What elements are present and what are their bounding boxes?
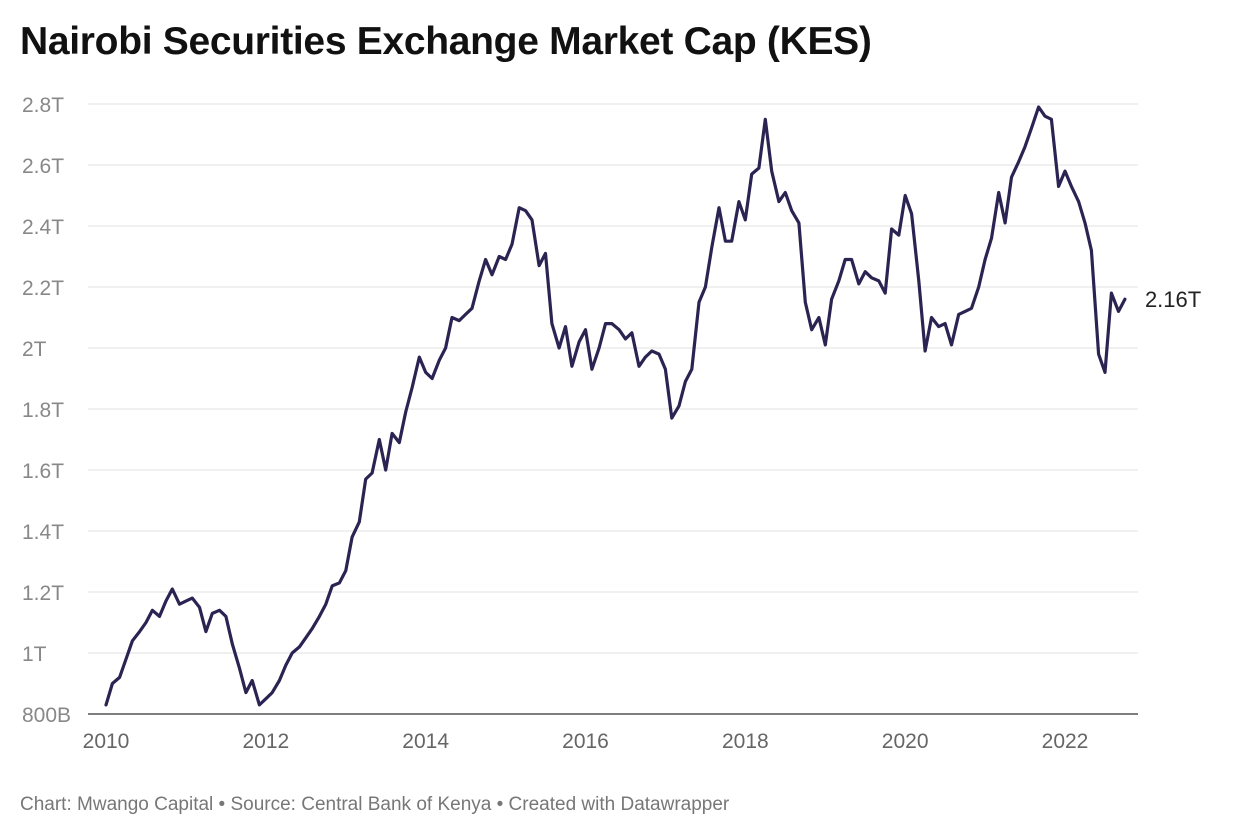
y-tick-label: 2.2T bbox=[22, 277, 64, 300]
y-tick-label: 1.4T bbox=[22, 521, 64, 544]
x-tick-label: 2020 bbox=[882, 730, 929, 753]
x-tick-label: 2022 bbox=[1042, 730, 1089, 753]
y-tick-label: 2.4T bbox=[22, 216, 64, 239]
y-tick-label: 2.6T bbox=[22, 155, 64, 178]
x-tick-label: 2014 bbox=[402, 730, 449, 753]
x-tick-label: 2016 bbox=[562, 730, 609, 753]
y-tick-label: 800B bbox=[22, 704, 71, 727]
chart-footer: Chart: Mwango Capital • Source: Central … bbox=[20, 794, 730, 815]
x-tick-label: 2018 bbox=[722, 730, 769, 753]
end-value-label: 2.16T bbox=[1145, 287, 1201, 312]
y-axis-ticks: 800B 1T 1.2T 1.4T 1.6T 1.8T 2T 2.2T 2.4T 2.6T 2.8T bbox=[22, 94, 71, 727]
y-tick-label: 2T bbox=[22, 338, 47, 361]
gridlines bbox=[88, 103, 1138, 715]
y-tick-label: 1T bbox=[22, 643, 47, 666]
y-tick-label: 2.8T bbox=[22, 94, 64, 117]
chart-title: Nairobi Securities Exchange Market Cap (… bbox=[20, 20, 872, 63]
x-tick-label: 2010 bbox=[83, 730, 130, 753]
y-tick-label: 1.2T bbox=[22, 582, 64, 605]
y-tick-label: 1.6T bbox=[22, 460, 64, 483]
x-tick-label: 2012 bbox=[242, 730, 289, 753]
series-line bbox=[104, 105, 1127, 707]
x-axis-ticks: 2010 2012 2014 2016 2018 2020 2022 bbox=[83, 730, 1089, 753]
y-tick-label: 1.8T bbox=[22, 399, 64, 422]
